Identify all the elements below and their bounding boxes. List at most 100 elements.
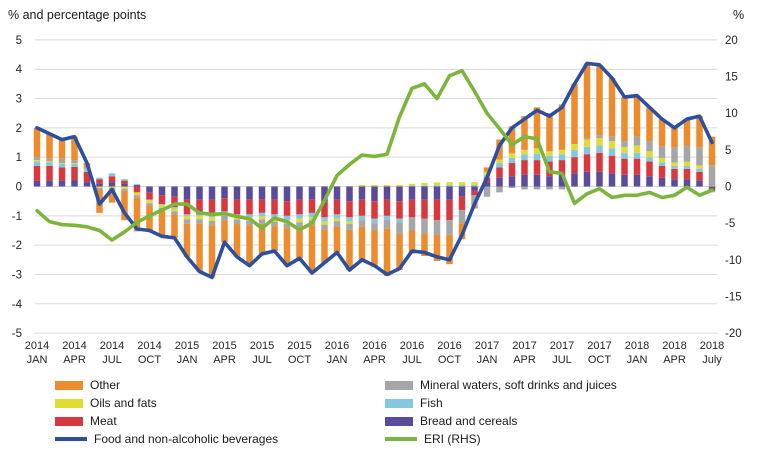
bar-segment <box>408 230 416 254</box>
svg-text:APR: APR <box>63 354 86 366</box>
svg-text:-15: -15 <box>725 291 742 303</box>
bar-segment <box>683 168 691 180</box>
bar-segment <box>558 160 566 175</box>
bar-segment <box>596 171 603 187</box>
legend-item-bread-and-cereals: Bread and cereals <box>385 412 617 430</box>
bar-segment <box>333 214 341 219</box>
bar-segment <box>446 199 453 221</box>
bar-segment <box>358 215 366 221</box>
bar-segment <box>558 174 566 187</box>
bar-segment <box>383 219 391 229</box>
bar-segment <box>608 148 616 156</box>
bar-segment <box>171 211 178 215</box>
bar-segment <box>46 158 53 162</box>
bar-segment <box>446 186 453 200</box>
bar-segment <box>96 183 103 187</box>
svg-text:2017: 2017 <box>587 340 611 352</box>
bar-segment <box>258 199 266 213</box>
bar-segment <box>246 220 253 226</box>
bar-segment <box>183 219 191 224</box>
bar-segment <box>71 136 78 161</box>
bar-segment <box>533 107 541 149</box>
bar-segment <box>108 176 116 183</box>
bar-segment <box>221 186 228 199</box>
bar-segment <box>433 185 441 187</box>
svg-text:OCT: OCT <box>288 354 312 366</box>
bar-segment <box>33 157 41 161</box>
svg-text:JUL: JUL <box>402 354 422 366</box>
bar-segment <box>496 159 503 164</box>
svg-text:2014: 2014 <box>137 340 161 352</box>
bar-segment <box>608 155 616 174</box>
bar-segment <box>308 199 316 213</box>
bar-segment <box>521 186 528 190</box>
bar-segment <box>583 154 591 172</box>
bar-segment <box>383 228 391 276</box>
bar-segment <box>508 186 516 188</box>
bar-segment <box>96 179 103 184</box>
bar-segment <box>546 186 553 190</box>
bar-segment <box>596 135 603 139</box>
bar-segment <box>708 136 716 166</box>
bar-segment <box>658 177 666 187</box>
bar-segment <box>171 186 178 197</box>
svg-text:2018: 2018 <box>625 340 649 352</box>
bar-segment <box>521 174 528 187</box>
bar-segment <box>396 201 403 219</box>
bar-segment <box>571 149 578 158</box>
bar-segment <box>458 196 466 210</box>
bar-segment <box>646 161 653 177</box>
bar-series-bread-and-cereals <box>33 171 716 202</box>
bar-swatch-icon <box>55 380 83 390</box>
bar-segment <box>358 199 366 216</box>
line-series-eri-rhs- <box>35 68 714 242</box>
bar-segment <box>571 143 578 150</box>
bar-segment <box>583 139 591 147</box>
legend-label: ERI (RHS) <box>424 432 481 446</box>
bar-segment <box>433 220 441 235</box>
bar-segment <box>71 166 78 181</box>
bar-segment <box>183 186 191 200</box>
svg-text:0: 0 <box>725 182 731 194</box>
bar-segment <box>458 186 466 197</box>
bar-segment <box>671 162 678 166</box>
bar-segment <box>283 215 291 221</box>
svg-text:2016: 2016 <box>325 340 349 352</box>
bar-segment <box>608 78 616 137</box>
bar-segment <box>246 225 253 266</box>
svg-text:July: July <box>702 354 722 366</box>
bar-segment <box>633 152 641 159</box>
bar-segment <box>171 214 178 238</box>
svg-text:JAN: JAN <box>327 354 348 366</box>
bar-segment <box>133 192 141 196</box>
bar-segment <box>696 165 703 169</box>
bar-segment <box>296 199 303 215</box>
bar-segment <box>621 158 628 175</box>
bar-segment <box>558 186 566 190</box>
bar-segment <box>358 226 366 262</box>
bar-segment <box>233 219 241 225</box>
svg-text:2015: 2015 <box>287 340 311 352</box>
bar-segment <box>96 187 103 190</box>
bar-segment <box>633 174 641 187</box>
svg-text:JUL: JUL <box>252 354 272 366</box>
bar-segment <box>83 182 91 187</box>
bar-segment <box>271 221 278 227</box>
legend-label: Mineral waters, soft drinks and juices <box>420 378 617 392</box>
svg-text:-5: -5 <box>12 328 22 340</box>
bar-segment <box>508 176 516 187</box>
bar-segment <box>546 151 553 156</box>
bar-segment <box>708 165 716 186</box>
bar-segment <box>433 199 441 221</box>
bar-segment <box>396 222 403 234</box>
svg-text:2017: 2017 <box>475 340 499 352</box>
bar-segment <box>258 223 266 254</box>
bar-segment <box>283 223 291 229</box>
bar-segment <box>271 199 278 215</box>
bar-segment <box>71 180 78 187</box>
bar-segment <box>433 182 441 186</box>
bar-segment <box>283 186 291 202</box>
bar-segment <box>558 154 566 161</box>
svg-text:APR: APR <box>663 354 686 366</box>
bar-segment <box>221 198 228 212</box>
